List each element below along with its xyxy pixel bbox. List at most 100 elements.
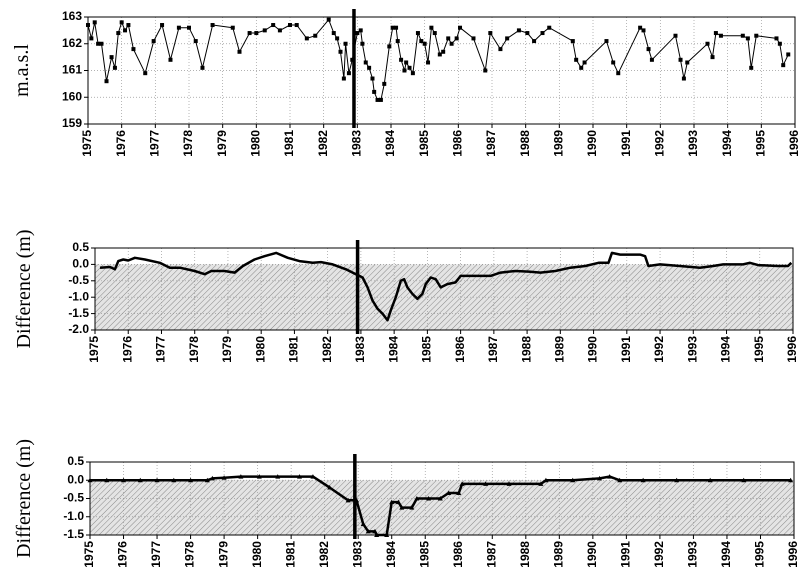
data-point (437, 52, 442, 57)
data-point (395, 39, 400, 44)
y-tick-label: -1.0 (68, 289, 89, 303)
x-tick-label: 1994 (719, 541, 733, 568)
x-tick-label: 1979 (216, 541, 230, 568)
data-point (597, 475, 603, 481)
x-tick-label: 1979 (220, 336, 234, 363)
data-point (741, 477, 747, 483)
data-point (471, 36, 476, 41)
data-point (456, 490, 462, 496)
data-point (611, 60, 616, 65)
x-tick-label: 1983 (350, 130, 364, 157)
data-point (176, 25, 181, 30)
data-point (374, 532, 380, 537)
data-point (92, 20, 97, 25)
data-point (375, 97, 380, 102)
data-point (407, 65, 412, 70)
y-tick-label: 0.0 (72, 257, 89, 271)
data-point (506, 481, 512, 486)
data-point (210, 23, 215, 28)
data-point (516, 28, 521, 33)
data-point (404, 60, 409, 65)
data-point (338, 49, 343, 54)
data-point (646, 47, 651, 52)
below-zero-area (90, 480, 794, 535)
y-tick-label: 0.0 (67, 472, 84, 486)
y-tick-label: 0.5 (72, 240, 89, 254)
data-point (363, 60, 368, 65)
y-tick-label: 161 (62, 63, 82, 77)
x-tick-label: 1990 (585, 130, 599, 157)
data-point (681, 76, 686, 81)
x-tick-label: 1989 (552, 130, 566, 157)
data-point (382, 81, 387, 86)
x-tick-label: 1975 (80, 130, 94, 157)
data-point (570, 477, 576, 483)
data-point (154, 477, 160, 483)
plot-frame (87, 16, 796, 125)
data-point (415, 31, 420, 36)
data-point (579, 65, 584, 70)
data-point (429, 25, 434, 30)
data-point (86, 23, 90, 28)
data-point (343, 41, 348, 46)
data-point (640, 477, 646, 483)
x-tick-label: 1989 (553, 336, 567, 363)
data-point (777, 41, 782, 46)
x-tick-label: 1991 (619, 336, 633, 363)
data-point (540, 31, 545, 36)
data-point (247, 31, 252, 36)
data-point (171, 477, 177, 483)
data-point (641, 28, 646, 33)
y-tick-label: -0.5 (68, 273, 89, 287)
data-point (788, 477, 794, 483)
x-tick-label: 1985 (417, 130, 431, 157)
x-tick-label: 1976 (116, 541, 130, 568)
y-tick-label: -1.5 (68, 306, 89, 320)
x-tick-label: 1992 (652, 336, 666, 363)
data-point (483, 68, 488, 73)
data-line (87, 19, 789, 101)
data-point (707, 477, 713, 483)
data-point (209, 475, 215, 481)
data-point (786, 52, 791, 57)
data-point (104, 477, 110, 483)
data-point (422, 41, 427, 46)
data-line (90, 475, 791, 537)
x-tick-label: 1996 (786, 541, 800, 568)
data-point (607, 474, 613, 479)
data-point (446, 490, 452, 496)
x-tick-label: 1981 (283, 541, 297, 568)
x-tick-label: 1980 (250, 541, 264, 568)
data-point (498, 47, 503, 52)
data-point (188, 477, 194, 483)
data-point (238, 474, 244, 479)
x-tick-label: 1982 (316, 130, 330, 157)
data-point (277, 28, 282, 33)
x-tick-label: 1984 (383, 130, 397, 157)
data-point (355, 31, 360, 36)
x-tick-label: 1989 (552, 541, 566, 568)
data-line (99, 251, 793, 322)
y-axis-title: Difference (m) (13, 439, 35, 558)
data-point (532, 39, 537, 44)
y-tick-label: -0.5 (63, 491, 84, 505)
data-point (432, 31, 437, 36)
x-tick-label: 1976 (114, 130, 128, 157)
data-point (685, 60, 690, 65)
data-point (389, 499, 395, 505)
data-point (384, 532, 390, 537)
data-point (483, 481, 489, 486)
data-point (414, 496, 420, 501)
data-point (781, 63, 786, 68)
x-tick-label: 1986 (453, 336, 467, 363)
x-tick-label: 1986 (451, 130, 465, 157)
x-tick-label: 1990 (586, 336, 600, 363)
data-point (390, 25, 395, 30)
x-tick-label: 1992 (652, 541, 666, 568)
data-point (387, 44, 392, 49)
data-point (574, 57, 579, 62)
x-tick-label: 1979 (215, 130, 229, 157)
x-tick-label: 1982 (320, 336, 334, 363)
data-point (221, 475, 227, 480)
